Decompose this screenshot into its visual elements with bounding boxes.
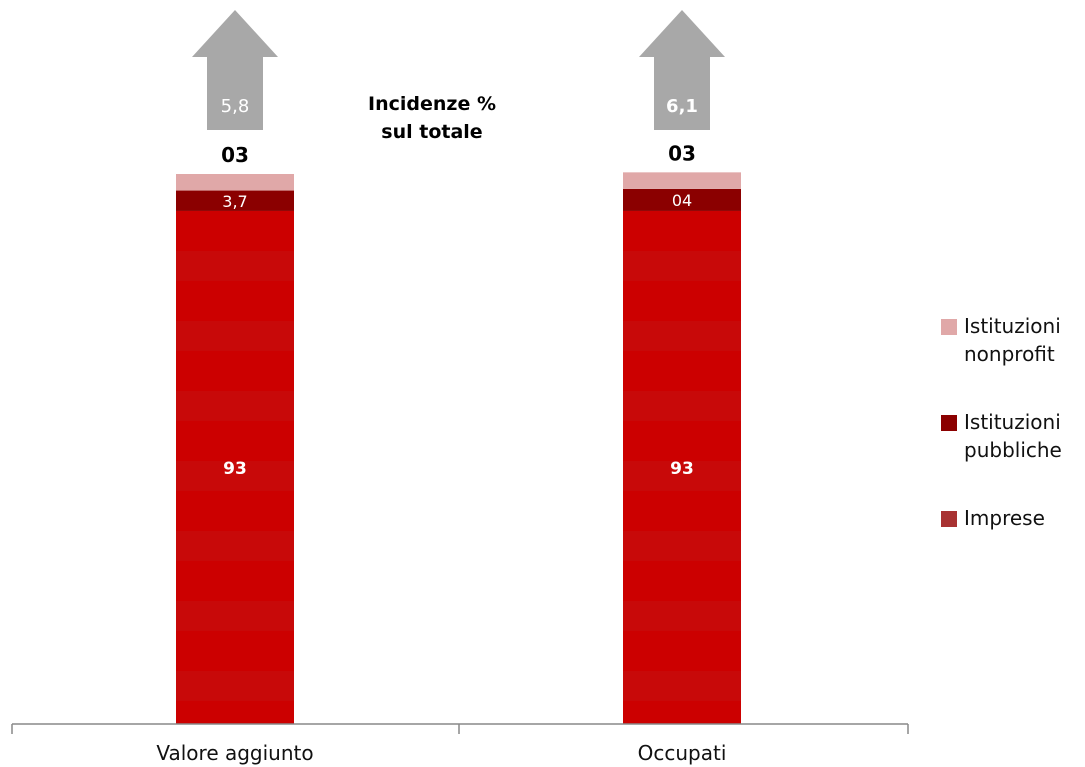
bar-stripe (176, 250, 294, 281)
annotation-line: sul totale (381, 121, 482, 143)
annotation-line: Incidenze % (368, 93, 496, 115)
bar-stripe (176, 320, 294, 351)
bar-segment-istituzioni-pubbliche-0 (176, 190, 294, 211)
bar-stripe (176, 670, 294, 701)
arrow-1 (639, 10, 725, 130)
bar-stripe (176, 390, 294, 421)
legend-label-imprese: Imprese (964, 506, 1045, 530)
data-label-pubbliche-0: 3,7 (222, 192, 247, 211)
bars-layer: 93 3,7 03 93 04 03 (176, 141, 741, 724)
bar-segment-istituzioni-pubbliche-1 (623, 188, 741, 211)
legend-swatch-imprese (941, 511, 957, 527)
data-label-imprese-1: 93 (670, 459, 694, 479)
bar-segment-istituzioni-nonprofit-0 (176, 174, 294, 191)
legend-item-pubbliche: Istituzioni pubbliche (941, 408, 1085, 504)
annotation-incidenze: Incidenze % sul totale (368, 93, 496, 143)
bar-stripe (623, 250, 741, 281)
arrow-0 (192, 10, 278, 130)
legend-swatch-pubbliche (941, 415, 957, 431)
bar-stripe (176, 460, 294, 491)
bar-stripe (176, 530, 294, 561)
bar-stripe (176, 600, 294, 631)
legend-swatch-nonprofit (941, 319, 957, 335)
arrow-label-0: 5,8 (221, 96, 250, 117)
data-label-nonprofit-0: 03 (221, 143, 249, 167)
legend-item-nonprofit: Istituzioni nonprofit (941, 312, 1085, 408)
x-tick-label-1: Occupati (638, 741, 727, 765)
bar-stripe (623, 320, 741, 351)
bar-stripe (623, 670, 741, 701)
legend-label-pubbliche: Istituzioni pubbliche (964, 410, 1062, 462)
bar-segment-istituzioni-nonprofit-1 (623, 172, 741, 189)
bar-stripe (623, 530, 741, 561)
bar-stripe (623, 460, 741, 491)
legend-label-nonprofit: Istituzioni nonprofit (964, 314, 1061, 366)
x-tick-label-0: Valore aggiunto (156, 741, 313, 765)
bar-stripe (623, 390, 741, 421)
legend: Istituzioni nonprofit Istituzioni pubbli… (941, 312, 1085, 600)
arrows-layer: 5,8 6,1 (192, 10, 725, 130)
data-label-pubbliche-1: 04 (672, 191, 692, 210)
legend-item-imprese: Imprese (941, 504, 1085, 600)
x-axis: Valore aggiunto Occupati (11, 723, 909, 765)
bar-stripe (623, 600, 741, 631)
data-label-imprese-0: 93 (223, 459, 247, 479)
data-label-nonprofit-1: 03 (668, 141, 696, 165)
arrow-label-1: 6,1 (666, 96, 698, 117)
